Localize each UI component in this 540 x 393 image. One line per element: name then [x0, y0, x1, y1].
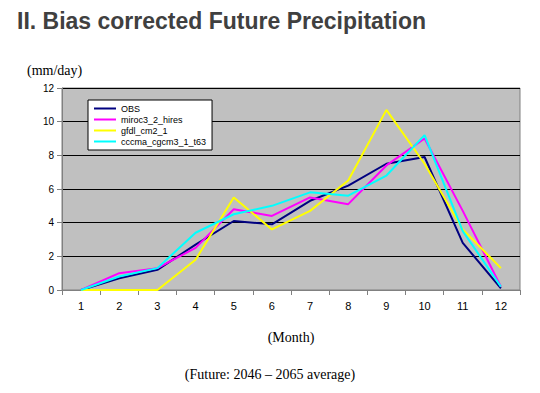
svg-text:II. Bias corrected Future Prec: II. Bias corrected Future Precipitation [17, 8, 426, 34]
svg-text:7: 7 [307, 300, 313, 312]
svg-text:9: 9 [383, 300, 389, 312]
svg-text:(mm/day): (mm/day) [27, 63, 83, 79]
svg-text:8: 8 [48, 150, 54, 161]
svg-text:4: 4 [48, 217, 54, 228]
svg-text:cccma_cgcm3_1_t63: cccma_cgcm3_1_t63 [121, 137, 206, 147]
svg-text:2: 2 [48, 251, 54, 262]
svg-text:12: 12 [43, 83, 55, 94]
svg-text:5: 5 [231, 300, 237, 312]
svg-text:10: 10 [418, 300, 430, 312]
svg-text:miroc3_2_hires: miroc3_2_hires [121, 115, 183, 125]
svg-text:12: 12 [495, 300, 507, 312]
svg-text:8: 8 [345, 300, 351, 312]
svg-text:6: 6 [48, 184, 54, 195]
svg-text:OBS: OBS [121, 104, 140, 114]
svg-text:3: 3 [154, 300, 160, 312]
svg-text:4: 4 [193, 300, 199, 312]
svg-text:6: 6 [269, 300, 275, 312]
svg-text:2: 2 [116, 300, 122, 312]
svg-text:(Future: 2046 – 2065 average): (Future: 2046 – 2065 average) [185, 367, 356, 383]
svg-text:0: 0 [48, 285, 54, 296]
svg-text:(Month): (Month) [268, 330, 315, 346]
svg-text:gfdl_cm2_1: gfdl_cm2_1 [121, 126, 168, 136]
svg-text:1: 1 [78, 300, 84, 312]
svg-text:10: 10 [43, 116, 55, 127]
svg-text:11: 11 [457, 300, 468, 312]
